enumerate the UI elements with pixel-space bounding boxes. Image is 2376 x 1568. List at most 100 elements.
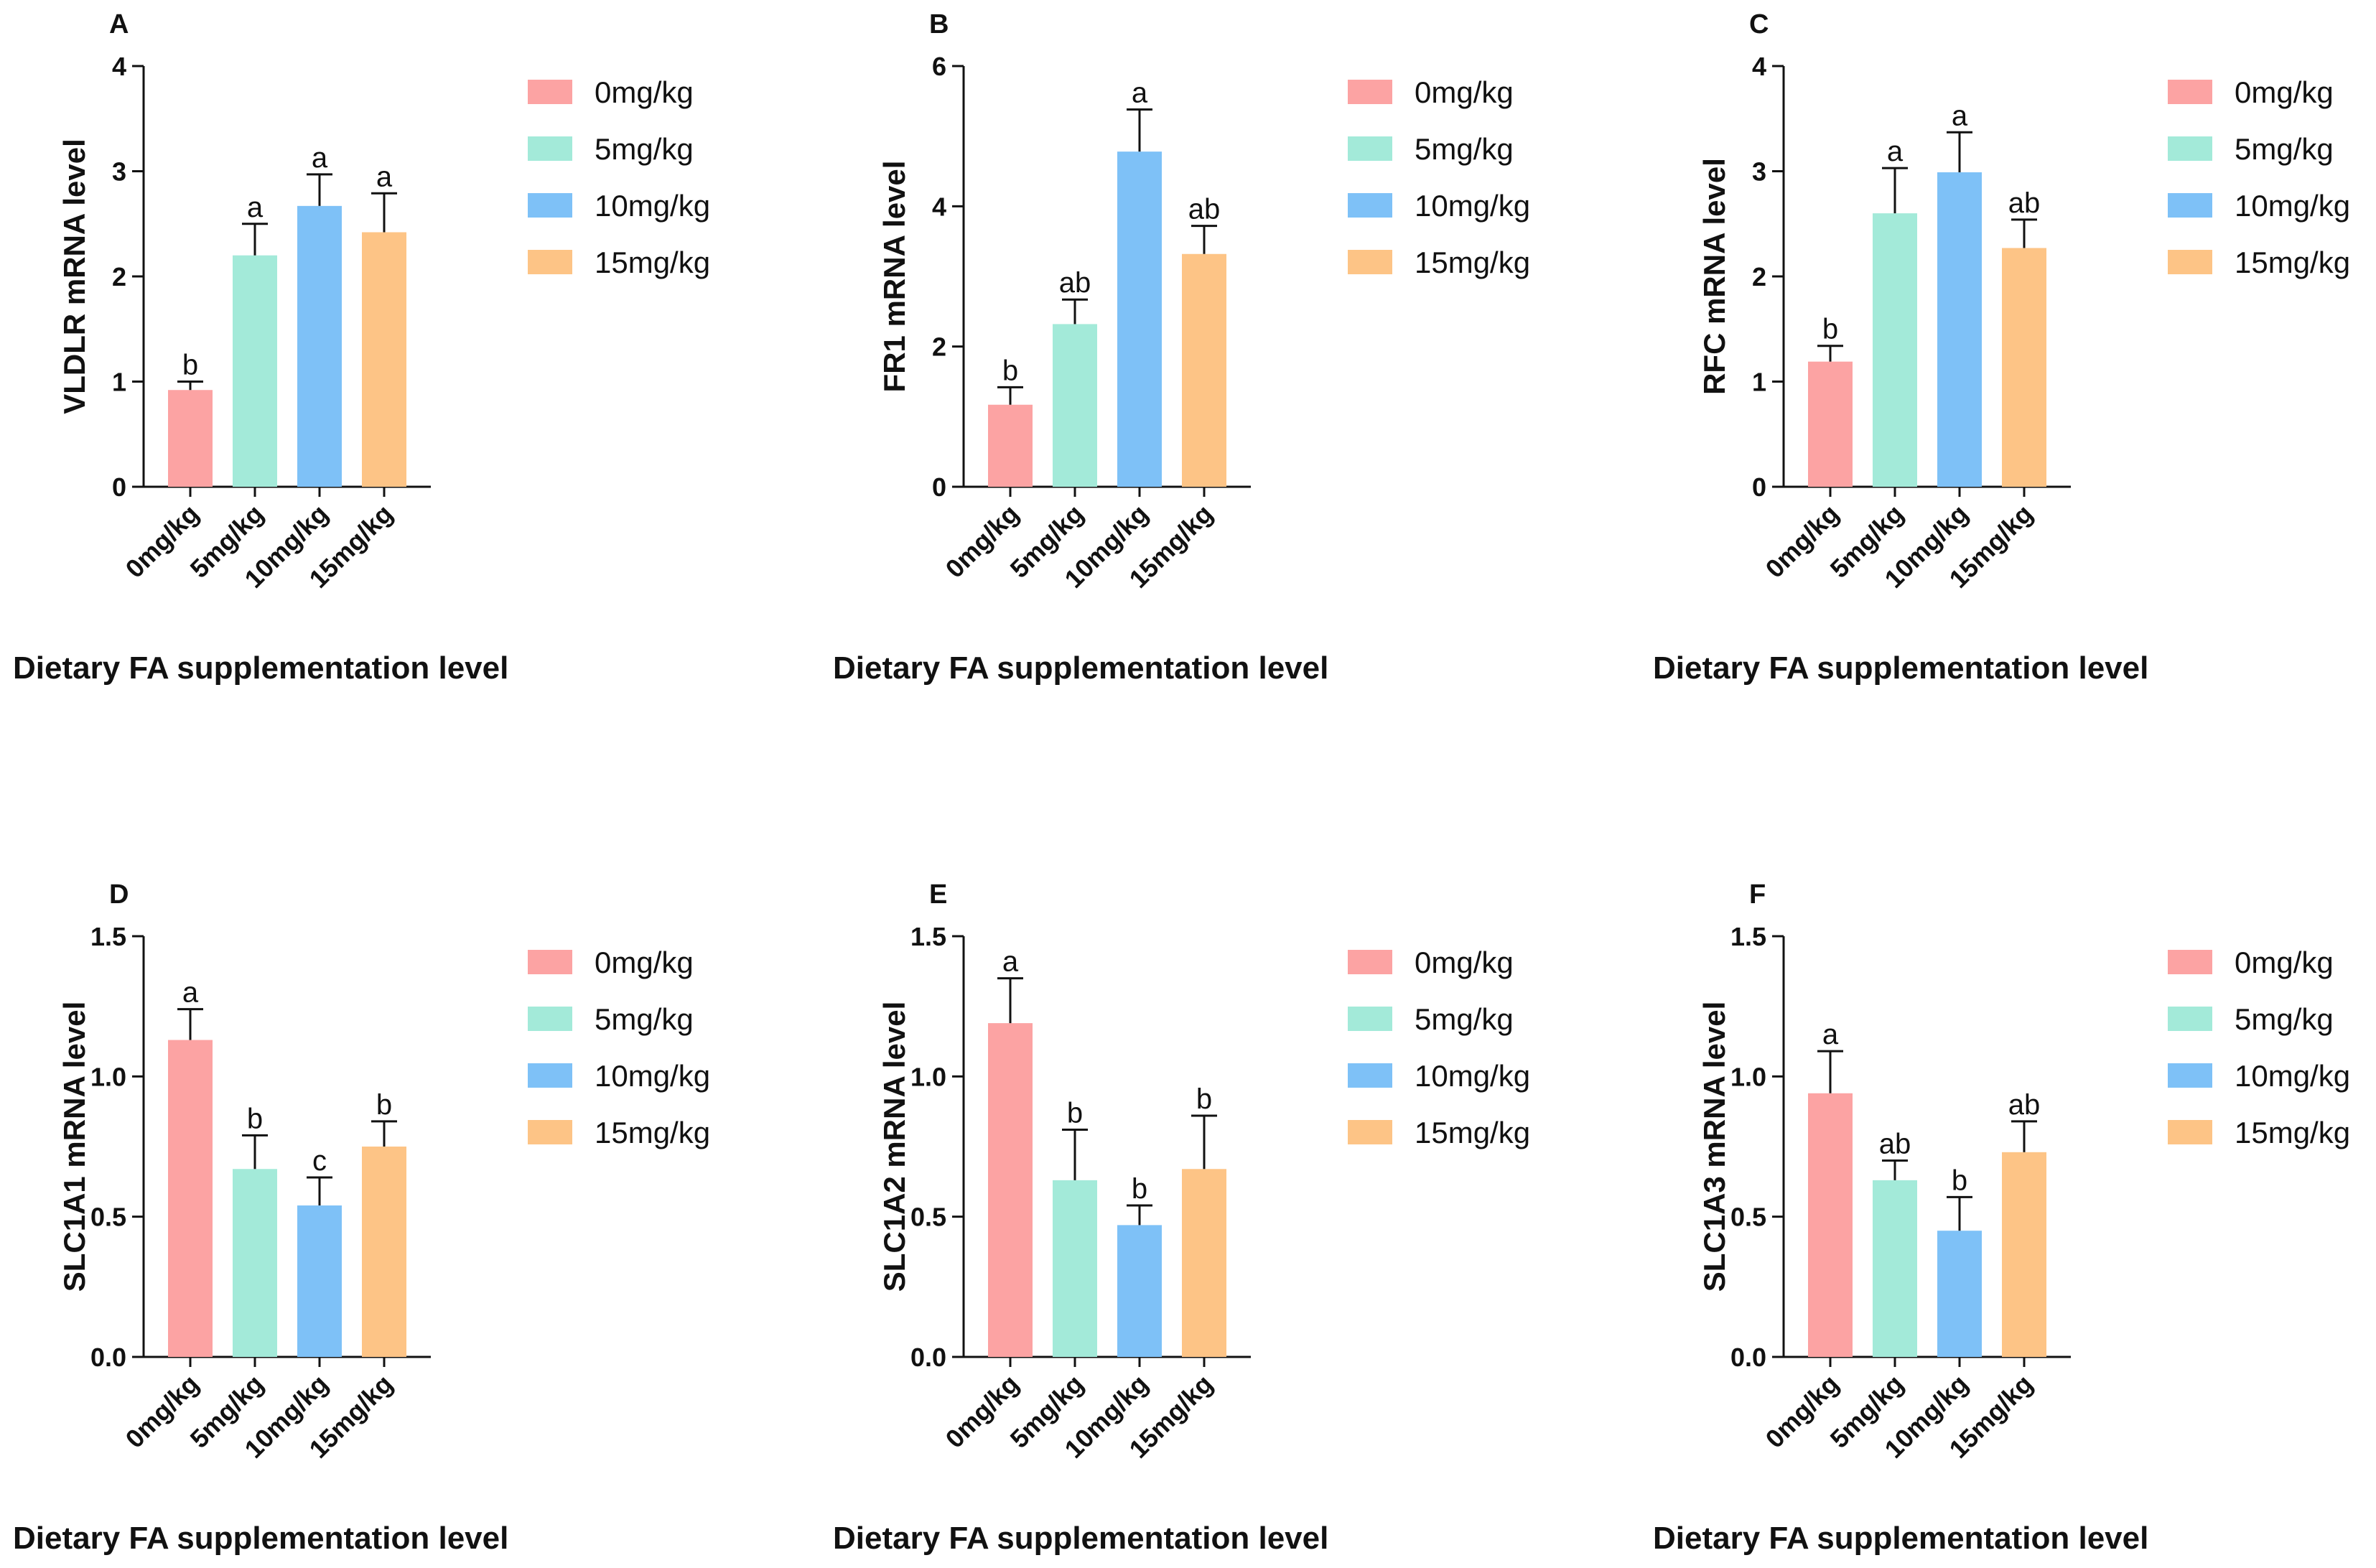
- panel-letter: E: [929, 879, 947, 910]
- significance-letter: b: [1002, 355, 1018, 386]
- y-tick-label: 3: [1752, 157, 1766, 187]
- y-tick-label: 0: [112, 472, 126, 502]
- legend-label: 15mg/kg: [1415, 1116, 1530, 1149]
- legend-swatch: [2168, 136, 2212, 161]
- legend-swatch: [528, 136, 572, 161]
- significance-letter: a: [1822, 1019, 1839, 1050]
- y-tick-label: 1: [1752, 368, 1766, 397]
- y-tick-label: 0.0: [1730, 1343, 1766, 1372]
- panel-D: D 0.0 0.5 1.0 1.5 SLC1A1 mRNA level a 0mg/kg b 5m…: [13, 879, 710, 1556]
- bar-15mg-kg: [2002, 1152, 2046, 1357]
- legend-swatch: [1348, 193, 1392, 218]
- y-tick-label: 2: [932, 332, 946, 362]
- y-axis-title: RFC mRNA level: [1697, 158, 1731, 395]
- legend-label: 10mg/kg: [2235, 189, 2350, 223]
- legend-label: 15mg/kg: [595, 246, 710, 279]
- bar-0mg-kg: [1808, 361, 1853, 487]
- legend-swatch: [2168, 1120, 2212, 1144]
- legend-swatch: [2168, 80, 2212, 104]
- bar-15mg-kg: [1182, 1169, 1226, 1357]
- legend-label: 5mg/kg: [2235, 1002, 2334, 1036]
- legend-swatch: [528, 1063, 572, 1088]
- legend-label: 5mg/kg: [595, 132, 694, 166]
- y-tick-label: 3: [112, 157, 126, 187]
- bar-10mg-kg: [1117, 151, 1162, 487]
- legend-swatch: [2168, 1007, 2212, 1031]
- panel-letter: A: [109, 9, 129, 39]
- legend-label: 15mg/kg: [2235, 1116, 2350, 1149]
- bar-5mg-kg: [1053, 324, 1097, 487]
- bar-10mg-kg: [297, 1205, 342, 1357]
- bar-5mg-kg: [233, 255, 277, 487]
- significance-letter: a: [247, 192, 264, 223]
- legend-swatch: [2168, 950, 2212, 974]
- y-tick-label: 0.0: [910, 1343, 946, 1372]
- bar-15mg-kg: [1182, 253, 1226, 487]
- significance-letter: a: [1887, 136, 1904, 167]
- bar-0mg-kg: [1808, 1093, 1853, 1357]
- panel-letter: B: [929, 9, 949, 39]
- legend-swatch: [528, 193, 572, 218]
- legend-swatch: [2168, 250, 2212, 274]
- legend-label: 0mg/kg: [1415, 946, 1514, 979]
- y-tick-label: 1: [112, 368, 126, 397]
- bar-5mg-kg: [233, 1169, 277, 1357]
- legend-label: 0mg/kg: [2235, 946, 2334, 979]
- panel-E: E 0.0 0.5 1.0 1.5 SLC1A2 mRNA level a 0mg/kg b 5m…: [833, 879, 1530, 1556]
- legend-swatch: [1348, 80, 1392, 104]
- y-axis-title: SLC1A3 mRNA level: [1697, 1002, 1731, 1292]
- legend-label: 10mg/kg: [1415, 189, 1530, 223]
- significance-letter: b: [1067, 1098, 1083, 1129]
- significance-letter: b: [247, 1103, 263, 1134]
- legend-swatch: [528, 250, 572, 274]
- legend-label: 5mg/kg: [2235, 132, 2334, 166]
- bar-10mg-kg: [1937, 1231, 1982, 1357]
- legend-label: 15mg/kg: [595, 1116, 710, 1149]
- legend-label: 5mg/kg: [1415, 1002, 1514, 1036]
- significance-letter: a: [1132, 78, 1148, 109]
- y-tick-label: 0.5: [90, 1203, 126, 1232]
- significance-letter: ab: [1188, 194, 1221, 225]
- legend-swatch: [1348, 250, 1392, 274]
- legend-label: 0mg/kg: [1415, 75, 1514, 109]
- bar-5mg-kg: [1053, 1180, 1097, 1357]
- panel-letter: F: [1749, 879, 1766, 910]
- legend-label: 0mg/kg: [595, 75, 694, 109]
- legend-label: 10mg/kg: [595, 1059, 710, 1093]
- significance-letter: ab: [2008, 187, 2041, 219]
- x-axis-title: Dietary FA supplementation level: [13, 650, 508, 686]
- y-tick-label: 1.5: [910, 922, 946, 951]
- bar-0mg-kg: [168, 1040, 213, 1357]
- bar-15mg-kg: [362, 1147, 406, 1357]
- y-axis-title: SLC1A2 mRNA level: [877, 1002, 911, 1292]
- y-tick-label: 2: [1752, 262, 1766, 291]
- legend-label: 10mg/kg: [1415, 1059, 1530, 1093]
- legend-label: 10mg/kg: [2235, 1059, 2350, 1093]
- x-axis-title: Dietary FA supplementation level: [1653, 1521, 2148, 1556]
- bar-15mg-kg: [362, 232, 406, 487]
- legend-label: 15mg/kg: [1415, 246, 1530, 279]
- significance-letter: b: [1196, 1083, 1212, 1115]
- legend-swatch: [528, 80, 572, 104]
- legend-swatch: [2168, 193, 2212, 218]
- legend-swatch: [1348, 1063, 1392, 1088]
- significance-letter: b: [376, 1089, 392, 1121]
- bar-0mg-kg: [988, 1023, 1033, 1357]
- y-tick-label: 0.5: [1730, 1203, 1766, 1232]
- significance-letter: ab: [1059, 267, 1091, 299]
- bar-0mg-kg: [168, 390, 213, 487]
- panel-letter: D: [109, 879, 129, 910]
- significance-letter: a: [1002, 946, 1019, 978]
- significance-letter: a: [182, 977, 199, 1009]
- significance-letter: a: [312, 142, 328, 174]
- y-axis-title: SLC1A1 mRNA level: [57, 1002, 91, 1292]
- y-tick-label: 6: [932, 52, 946, 81]
- significance-letter: ab: [2008, 1089, 2041, 1121]
- y-axis-title: VLDLR mRNA level: [57, 139, 91, 414]
- y-tick-label: 0: [932, 472, 946, 502]
- panel-B: B 0 2 4 6 FR1 mRNA level b 0mg/kg ab 5mg/kg a 10mg/…: [833, 9, 1530, 686]
- legend-label: 15mg/kg: [2235, 246, 2350, 279]
- y-tick-label: 1.0: [910, 1062, 946, 1091]
- y-tick-label: 1.0: [1730, 1062, 1766, 1091]
- legend-swatch: [1348, 136, 1392, 161]
